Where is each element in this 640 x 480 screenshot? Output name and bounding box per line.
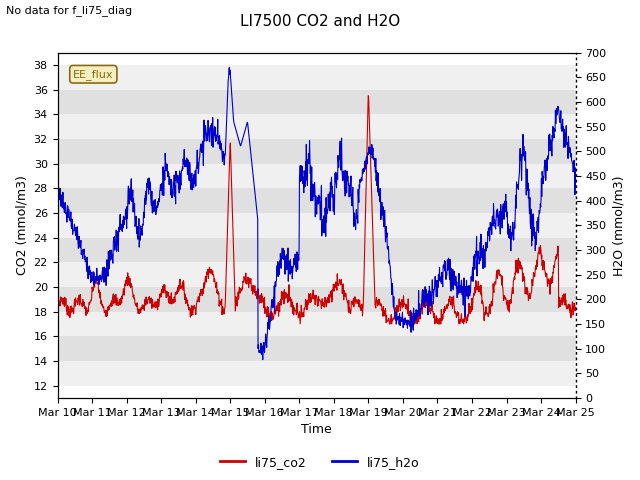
Bar <box>58 336 575 361</box>
X-axis label: Time: Time <box>301 423 332 436</box>
Bar <box>58 361 575 385</box>
Text: LI7500 CO2 and H2O: LI7500 CO2 and H2O <box>240 14 400 29</box>
Y-axis label: H2O (mmol/m3): H2O (mmol/m3) <box>612 175 625 276</box>
Bar <box>58 164 575 188</box>
Bar <box>58 262 575 287</box>
Bar <box>58 287 575 312</box>
Bar <box>58 65 575 90</box>
Bar <box>58 114 575 139</box>
Text: No data for f_li75_diag: No data for f_li75_diag <box>6 5 132 16</box>
Bar <box>58 188 575 213</box>
Bar <box>58 90 575 114</box>
Bar <box>58 312 575 336</box>
Y-axis label: CO2 (mmol/m3): CO2 (mmol/m3) <box>15 175 28 275</box>
Bar <box>58 238 575 262</box>
Text: EE_flux: EE_flux <box>73 69 113 80</box>
Legend: li75_co2, li75_h2o: li75_co2, li75_h2o <box>215 451 425 474</box>
Bar <box>58 213 575 238</box>
Bar <box>58 139 575 164</box>
